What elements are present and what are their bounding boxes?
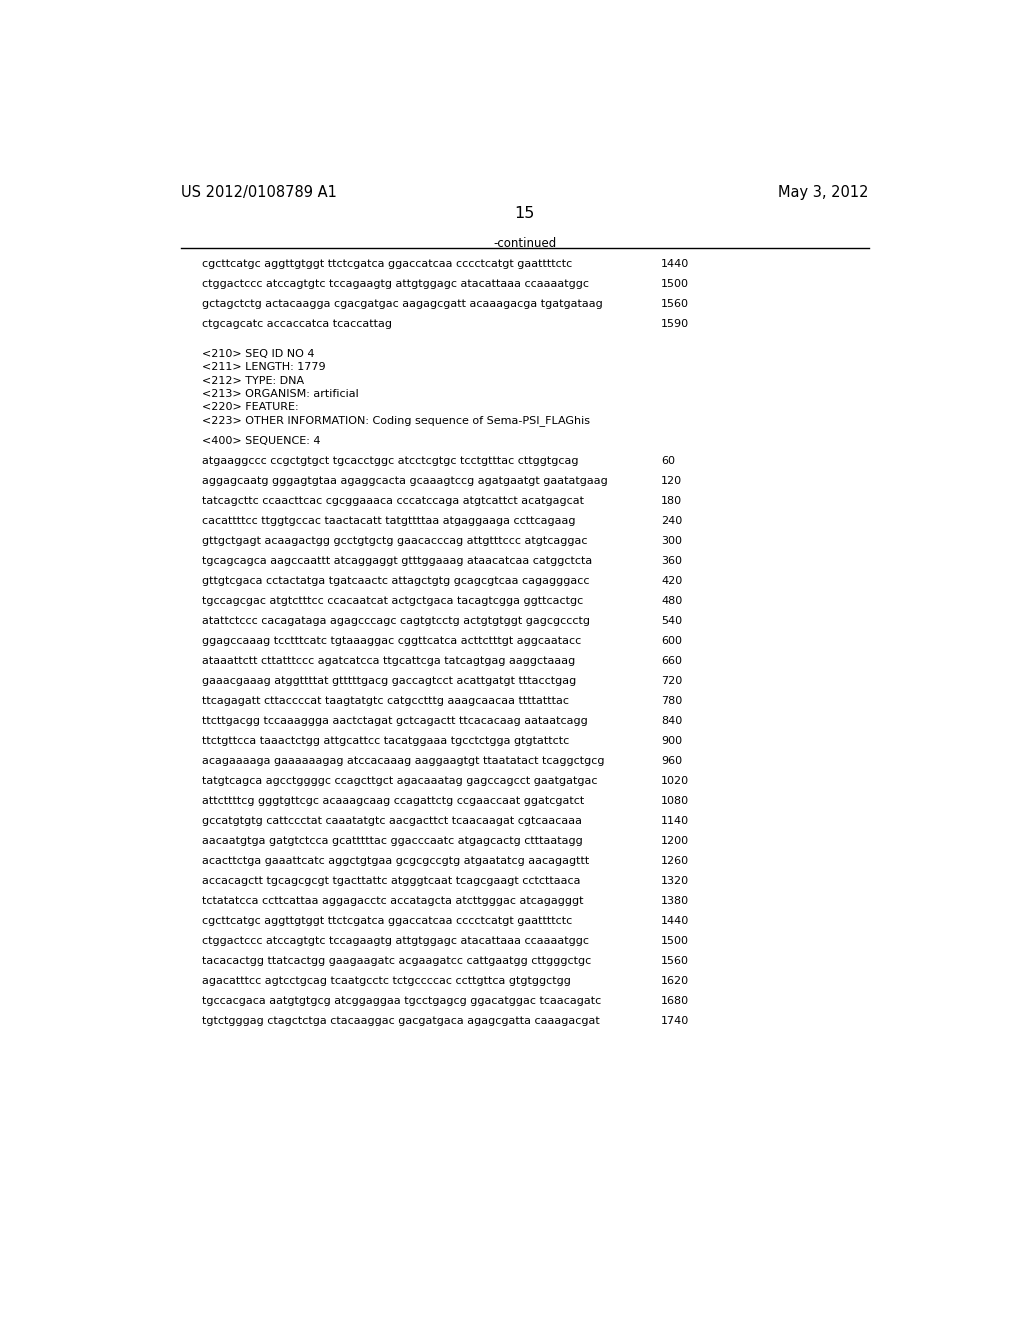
Text: ataaattctt cttatttccc agatcatcca ttgcattcga tatcagtgag aaggctaaag: ataaattctt cttatttccc agatcatcca ttgcatt… <box>202 656 574 665</box>
Text: 180: 180 <box>662 496 682 506</box>
Text: tgccagcgac atgtctttcc ccacaatcat actgctgaca tacagtcgga ggttcactgc: tgccagcgac atgtctttcc ccacaatcat actgctg… <box>202 595 583 606</box>
Text: 1500: 1500 <box>662 279 689 289</box>
Text: atgaaggccc ccgctgtgct tgcacctggc atcctcgtgc tcctgtttac cttggtgcag: atgaaggccc ccgctgtgct tgcacctggc atcctcg… <box>202 455 579 466</box>
Text: 1680: 1680 <box>662 997 689 1006</box>
Text: <210> SEQ ID NO 4: <210> SEQ ID NO 4 <box>202 350 314 359</box>
Text: cacattttcc ttggtgccac taactacatt tatgttttaa atgaggaaga ccttcagaag: cacattttcc ttggtgccac taactacatt tatgttt… <box>202 516 575 525</box>
Text: gttgtcgaca cctactatga tgatcaactc attagctgtg gcagcgtcaa cagagggacc: gttgtcgaca cctactatga tgatcaactc attagct… <box>202 576 589 586</box>
Text: 600: 600 <box>662 636 682 645</box>
Text: <213> ORGANISM: artificial: <213> ORGANISM: artificial <box>202 388 358 399</box>
Text: acacttctga gaaattcatc aggctgtgaa gcgcgccgtg atgaatatcg aacagagttt: acacttctga gaaattcatc aggctgtgaa gcgcgcc… <box>202 857 589 866</box>
Text: 1020: 1020 <box>662 776 689 785</box>
Text: 540: 540 <box>662 615 682 626</box>
Text: tgcagcagca aagccaattt atcaggaggt gtttggaaag ataacatcaa catggctcta: tgcagcagca aagccaattt atcaggaggt gtttgga… <box>202 556 592 566</box>
Text: <400> SEQUENCE: 4: <400> SEQUENCE: 4 <box>202 436 321 446</box>
Text: cgcttcatgc aggttgtggt ttctcgatca ggaccatcaa cccctcatgt gaattttctc: cgcttcatgc aggttgtggt ttctcgatca ggaccat… <box>202 916 571 927</box>
Text: ctgcagcatc accaccatca tcaccattag: ctgcagcatc accaccatca tcaccattag <box>202 318 391 329</box>
Text: 840: 840 <box>662 715 682 726</box>
Text: 360: 360 <box>662 556 682 566</box>
Text: ctggactccc atccagtgtc tccagaagtg attgtggagc atacattaaa ccaaaatggc: ctggactccc atccagtgtc tccagaagtg attgtgg… <box>202 936 589 946</box>
Text: tgccacgaca aatgtgtgcg atcggaggaa tgcctgagcg ggacatggac tcaacagatc: tgccacgaca aatgtgtgcg atcggaggaa tgcctga… <box>202 997 601 1006</box>
Text: gccatgtgtg cattccctat caaatatgtc aacgacttct tcaacaagat cgtcaacaaa: gccatgtgtg cattccctat caaatatgtc aacgact… <box>202 816 582 826</box>
Text: <223> OTHER INFORMATION: Coding sequence of Sema-PSI_FLAGhis: <223> OTHER INFORMATION: Coding sequence… <box>202 414 590 426</box>
Text: attcttttcg gggtgttcgc acaaagcaag ccagattctg ccgaaccaat ggatcgatct: attcttttcg gggtgttcgc acaaagcaag ccagatt… <box>202 796 584 807</box>
Text: 1440: 1440 <box>662 916 689 927</box>
Text: ttcagagatt cttaccccat taagtatgtc catgcctttg aaagcaacaa ttttatttac: ttcagagatt cttaccccat taagtatgtc catgcct… <box>202 696 568 706</box>
Text: 960: 960 <box>662 756 682 766</box>
Text: 780: 780 <box>662 696 682 706</box>
Text: <220> FEATURE:: <220> FEATURE: <box>202 401 298 412</box>
Text: gctagctctg actacaagga cgacgatgac aagagcgatt acaaagacga tgatgataag: gctagctctg actacaagga cgacgatgac aagagcg… <box>202 298 602 309</box>
Text: 1740: 1740 <box>662 1016 689 1026</box>
Text: 1380: 1380 <box>662 896 689 906</box>
Text: 1620: 1620 <box>662 977 689 986</box>
Text: tgtctgggag ctagctctga ctacaaggac gacgatgaca agagcgatta caaagacgat: tgtctgggag ctagctctga ctacaaggac gacgatg… <box>202 1016 599 1026</box>
Text: 1080: 1080 <box>662 796 689 807</box>
Text: 1560: 1560 <box>662 298 689 309</box>
Text: US 2012/0108789 A1: US 2012/0108789 A1 <box>180 185 337 201</box>
Text: aggagcaatg gggagtgtaa agaggcacta gcaaagtccg agatgaatgt gaatatgaag: aggagcaatg gggagtgtaa agaggcacta gcaaagt… <box>202 475 607 486</box>
Text: 1590: 1590 <box>662 318 689 329</box>
Text: 15: 15 <box>515 206 535 222</box>
Text: <211> LENGTH: 1779: <211> LENGTH: 1779 <box>202 363 326 372</box>
Text: 1560: 1560 <box>662 956 689 966</box>
Text: 1140: 1140 <box>662 816 689 826</box>
Text: gaaacgaaag atggttttat gtttttgacg gaccagtcct acattgatgt tttacctgag: gaaacgaaag atggttttat gtttttgacg gaccagt… <box>202 676 575 686</box>
Text: 900: 900 <box>662 737 682 746</box>
Text: 420: 420 <box>662 576 682 586</box>
Text: acagaaaaga gaaaaaagag atccacaaag aaggaagtgt ttaatatact tcaggctgcg: acagaaaaga gaaaaaagag atccacaaag aaggaag… <box>202 756 604 766</box>
Text: 1200: 1200 <box>662 836 689 846</box>
Text: 720: 720 <box>662 676 682 686</box>
Text: 480: 480 <box>662 595 682 606</box>
Text: ggagccaaag tcctttcatc tgtaaaggac cggttcatca acttctttgt aggcaatacc: ggagccaaag tcctttcatc tgtaaaggac cggttca… <box>202 636 581 645</box>
Text: ctggactccc atccagtgtc tccagaagtg attgtggagc atacattaaa ccaaaatggc: ctggactccc atccagtgtc tccagaagtg attgtgg… <box>202 279 589 289</box>
Text: gttgctgagt acaagactgg gcctgtgctg gaacacccag attgtttccc atgtcaggac: gttgctgagt acaagactgg gcctgtgctg gaacacc… <box>202 536 587 545</box>
Text: 1260: 1260 <box>662 857 689 866</box>
Text: tctatatcca ccttcattaa aggagacctc accatagcta atcttgggac atcagagggt: tctatatcca ccttcattaa aggagacctc accatag… <box>202 896 583 906</box>
Text: tacacactgg ttatcactgg gaagaagatc acgaagatcc cattgaatgg cttgggctgc: tacacactgg ttatcactgg gaagaagatc acgaaga… <box>202 956 591 966</box>
Text: tatgtcagca agcctggggc ccagcttgct agacaaatag gagccagcct gaatgatgac: tatgtcagca agcctggggc ccagcttgct agacaaa… <box>202 776 597 785</box>
Text: 1440: 1440 <box>662 259 689 268</box>
Text: 660: 660 <box>662 656 682 665</box>
Text: accacagctt tgcagcgcgt tgacttattc atgggtcaat tcagcgaagt cctcttaaca: accacagctt tgcagcgcgt tgacttattc atgggtc… <box>202 876 581 886</box>
Text: cgcttcatgc aggttgtggt ttctcgatca ggaccatcaa cccctcatgt gaattttctc: cgcttcatgc aggttgtggt ttctcgatca ggaccat… <box>202 259 571 268</box>
Text: aacaatgtga gatgtctcca gcatttttac ggacccaatc atgagcactg ctttaatagg: aacaatgtga gatgtctcca gcatttttac ggaccca… <box>202 836 583 846</box>
Text: ttctgttcca taaactctgg attgcattcc tacatggaaa tgcctctgga gtgtattctc: ttctgttcca taaactctgg attgcattcc tacatgg… <box>202 737 569 746</box>
Text: 1320: 1320 <box>662 876 689 886</box>
Text: 300: 300 <box>662 536 682 545</box>
Text: 1500: 1500 <box>662 936 689 946</box>
Text: 240: 240 <box>662 516 682 525</box>
Text: May 3, 2012: May 3, 2012 <box>778 185 869 201</box>
Text: ttcttgacgg tccaaaggga aactctagat gctcagactt ttcacacaag aataatcagg: ttcttgacgg tccaaaggga aactctagat gctcaga… <box>202 715 588 726</box>
Text: -continued: -continued <box>494 238 556 249</box>
Text: agacatttcc agtcctgcag tcaatgcctc tctgccccac ccttgttca gtgtggctgg: agacatttcc agtcctgcag tcaatgcctc tctgccc… <box>202 977 570 986</box>
Text: 120: 120 <box>662 475 682 486</box>
Text: atattctccc cacagataga agagcccagc cagtgtcctg actgtgtggt gagcgccctg: atattctccc cacagataga agagcccagc cagtgtc… <box>202 615 590 626</box>
Text: <212> TYPE: DNA: <212> TYPE: DNA <box>202 376 304 385</box>
Text: 60: 60 <box>662 455 675 466</box>
Text: tatcagcttc ccaacttcac cgcggaaaca cccatccaga atgtcattct acatgagcat: tatcagcttc ccaacttcac cgcggaaaca cccatcc… <box>202 496 584 506</box>
